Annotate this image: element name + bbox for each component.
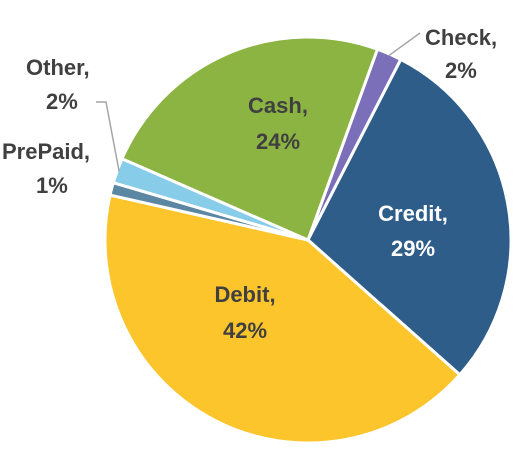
leader-line-check (388, 32, 421, 57)
slice-label-prepaid: PrePaid, (2, 139, 90, 164)
slice-pct-prepaid: 1% (36, 173, 68, 198)
slice-pct-check: 2% (445, 58, 477, 83)
slice-pct-credit: 29% (391, 236, 435, 261)
slice-label-check: Check, (425, 25, 497, 50)
pie-slices (103, 35, 513, 445)
slice-label-other: Other, (26, 55, 90, 80)
slice-pct-debit: 42% (223, 318, 267, 343)
leader-lines (96, 32, 421, 172)
slice-label-credit: Credit, (378, 201, 448, 226)
slice-label-cash: Cash, (248, 93, 308, 118)
slice-pct-cash: 24% (256, 129, 300, 154)
slice-pct-other: 2% (46, 89, 78, 114)
slice-label-debit: Debit, (214, 282, 275, 307)
pie-slice-debit (103, 193, 462, 445)
leader-line-other (96, 101, 120, 172)
pie-slice-cash (120, 35, 379, 242)
pie-slice-credit (306, 57, 513, 377)
